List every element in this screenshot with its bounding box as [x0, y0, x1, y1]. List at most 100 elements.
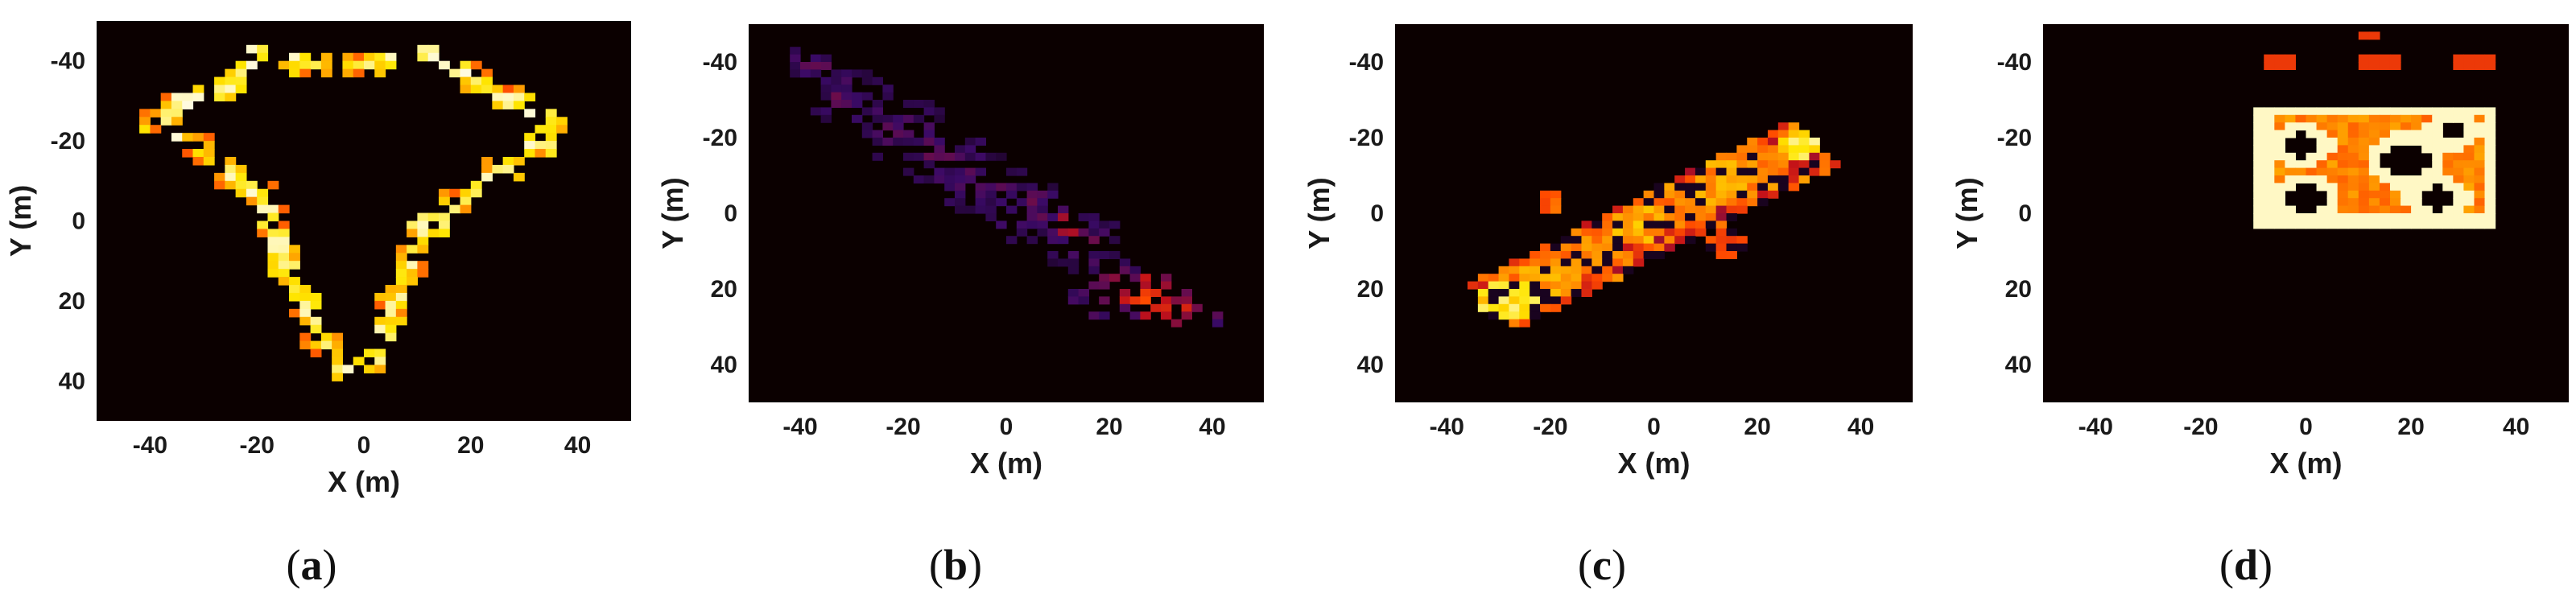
heatmap-cell [1747, 175, 1758, 183]
heatmap-cell [1078, 296, 1089, 305]
heatmap-cell [1550, 198, 1562, 207]
heatmap-cell [310, 292, 322, 302]
heatmap-cell [1047, 258, 1059, 267]
heatmap-cell [882, 84, 894, 93]
heatmap-cell [2453, 198, 2464, 207]
heatmap-cell [1191, 303, 1203, 312]
heatmap-cell [235, 180, 247, 190]
heatmap-cell [492, 101, 504, 109]
heatmap-cell [2326, 190, 2339, 199]
heatmap-cell [235, 68, 247, 78]
heatmap-cell [2401, 198, 2412, 207]
heatmap-cell [332, 373, 344, 381]
heatmap-cell [1633, 236, 1645, 245]
heatmap-cell [2358, 198, 2370, 207]
heatmap-cell [1006, 205, 1018, 214]
heatmap-cell [2358, 130, 2370, 138]
y-tick-label: -20 [51, 128, 85, 155]
heatmap-cell [1509, 274, 1520, 282]
heatmap-cell [996, 183, 1007, 192]
heatmap-cell [2368, 54, 2380, 63]
heatmap-cell [182, 93, 194, 101]
heatmap-cell [299, 316, 312, 326]
heatmap-cell [2474, 130, 2486, 138]
heatmap-cell [1088, 266, 1100, 274]
heatmap-cell [1695, 190, 1707, 199]
heatmap-cell [2474, 205, 2486, 214]
heatmap-cell [1653, 190, 1665, 199]
heatmap-cell [2316, 205, 2328, 214]
heatmap-cell [2389, 183, 2401, 192]
heatmap-cell [955, 183, 966, 192]
heatmap-cell [852, 92, 863, 101]
heatmap-cell [364, 365, 375, 373]
heatmap-cell [1736, 190, 1748, 199]
heatmap-cell [1519, 274, 1530, 282]
heatmap-cell [203, 141, 215, 150]
heatmap-cell [903, 100, 914, 108]
heatmap-cell [1767, 152, 1779, 161]
heatmap-cell [1809, 152, 1820, 161]
heatmap-cell [1685, 228, 1696, 237]
heatmap-cell [2285, 213, 2297, 221]
heatmap-cell [427, 52, 440, 62]
heatmap-cell [1509, 303, 1520, 312]
heatmap-cell [310, 300, 322, 310]
heatmap-cell [2463, 54, 2475, 63]
heatmap-cell [1633, 205, 1645, 214]
heatmap-cell [427, 44, 440, 54]
heatmap-cell [1747, 138, 1758, 146]
heatmap-cell [395, 300, 407, 310]
heatmap-cell [1695, 205, 1707, 214]
heatmap-cell [1509, 266, 1520, 274]
heatmap-cell [1560, 281, 1572, 290]
heatmap-cell [2401, 107, 2412, 116]
heatmap-cell [278, 269, 290, 278]
heatmap-cell [332, 365, 344, 373]
heatmap-cell [417, 52, 429, 62]
heatmap-cell [1477, 274, 1489, 282]
heatmap-cell [2463, 167, 2475, 176]
heatmap-cell [2463, 62, 2475, 70]
heatmap-cell [955, 205, 966, 214]
heatmap-cell [2264, 114, 2275, 123]
heatmap-cell [1612, 258, 1624, 267]
heatmap-cell [2264, 175, 2275, 183]
heatmap-cell [1612, 213, 1624, 221]
heatmap-cell [1726, 205, 1737, 214]
heatmap-cell [289, 261, 300, 270]
heatmap-cell [374, 60, 386, 70]
heatmap-cell [2474, 190, 2486, 199]
heatmap-cell [1550, 205, 1562, 214]
heatmap-cell [2347, 145, 2359, 154]
heatmap-cell [1777, 175, 1790, 183]
heatmap-cell [872, 100, 883, 108]
heatmap-cell [1170, 319, 1183, 328]
heatmap-cell [872, 76, 883, 85]
heatmap-cell [214, 180, 225, 190]
heatmap-cell [2379, 145, 2391, 154]
heatmap-cell [1622, 213, 1634, 221]
heatmap-cell [192, 156, 204, 166]
heatmap-cell [2411, 205, 2422, 214]
heatmap-cell [2306, 221, 2318, 229]
heatmap-cell [975, 190, 986, 199]
heatmap-cell [2326, 138, 2339, 146]
heatmap-cell [2358, 114, 2370, 123]
heatmap-cell [160, 117, 172, 126]
heatmap-cell [2264, 152, 2275, 161]
heatmap-cell [1571, 281, 1583, 290]
heatmap-cell [2442, 114, 2454, 123]
heatmap-cell [395, 269, 407, 278]
heatmap-cell [2453, 114, 2464, 123]
heatmap-cell [1498, 274, 1510, 282]
heatmap-cell [1016, 221, 1028, 229]
heatmap-cell [1685, 221, 1696, 229]
heatmap-cell [2474, 138, 2486, 146]
heatmap-cell [985, 205, 997, 214]
heatmap-cell [2274, 62, 2285, 70]
heatmap-cell [1037, 198, 1048, 207]
heatmap-cell [2401, 175, 2412, 183]
heatmap-cell [1685, 213, 1696, 221]
heatmap-cell [1078, 228, 1089, 237]
